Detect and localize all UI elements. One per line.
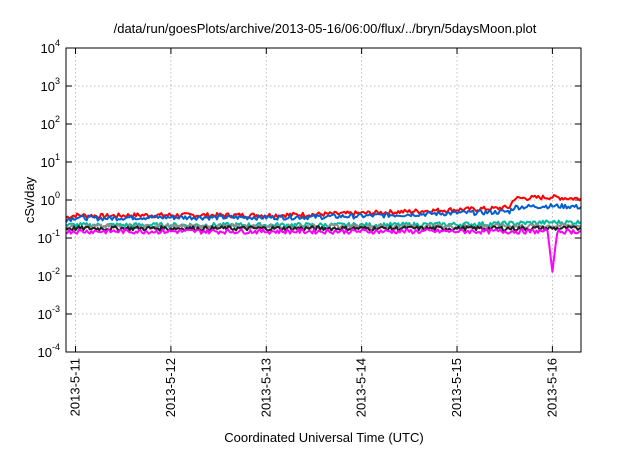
series-line-2 xyxy=(65,203,582,223)
series-line-1 xyxy=(65,194,582,220)
chart-title: /data/run/goesPlots/archive/2013-05-16/0… xyxy=(114,21,537,36)
series-line-6 xyxy=(65,228,582,273)
x-tick-label: 2013-5-14 xyxy=(354,358,369,417)
y-tick-label: 10-3 xyxy=(38,304,60,322)
y-tick-label: 102 xyxy=(41,114,60,132)
plot-frame xyxy=(65,47,582,353)
y-tick-label: 10-4 xyxy=(38,342,60,360)
axis-ticks: 10-4 10-3 10-2 10-1 100 101 102 103 104 2013-5-11… xyxy=(38,38,581,417)
x-tick-label: 2013-5-12 xyxy=(163,358,178,417)
y-tick-label: 100 xyxy=(41,190,60,208)
x-tick-label: 2013-5-16 xyxy=(544,358,559,417)
series-lines xyxy=(65,194,582,273)
x-axis-label: Coordinated Universal Time (UTC) xyxy=(224,430,423,445)
grid xyxy=(66,48,581,352)
x-tick-label: 2013-5-15 xyxy=(449,358,464,417)
x-tick-label: 2013-5-11 xyxy=(68,358,83,416)
x-tick-label: 2013-5-13 xyxy=(258,358,273,417)
series-line-3 xyxy=(65,219,582,229)
series-line-5 xyxy=(65,225,582,232)
y-tick-label: 104 xyxy=(41,38,60,56)
y-tick-label: 10-2 xyxy=(38,266,60,284)
y-tick-label: 103 xyxy=(41,76,60,94)
y-axis-label: cSv/day xyxy=(22,176,37,223)
y-tick-label: 10-1 xyxy=(38,228,60,246)
y-tick-label: 101 xyxy=(41,152,60,170)
